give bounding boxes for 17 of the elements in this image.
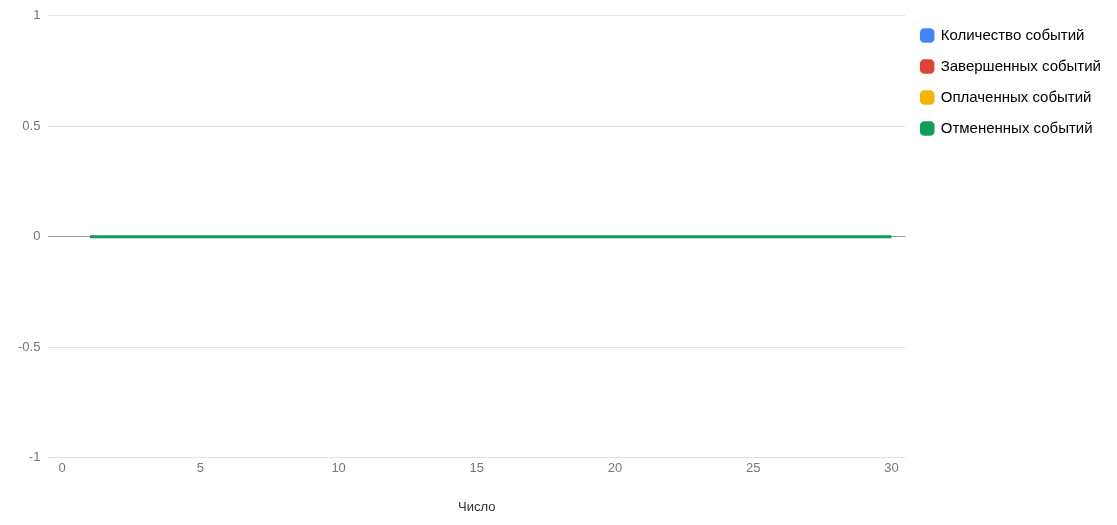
y-tick-label: 1 [33,7,41,23]
x-tick-label: 20 [607,460,623,476]
legend-label: Оплаченных событий [940,87,1092,105]
legend-label: Количество событий [940,25,1085,43]
y-tick-label: -0.5 [17,338,41,354]
y-tick-label: 0 [33,228,41,244]
x-tick-label: 30 [884,460,899,476]
legend-label: Отмененных событий [940,118,1093,136]
x-tick-label: 15 [469,460,485,476]
x-tick-label: 0 [58,460,66,476]
x-tick-label: 5 [196,460,205,476]
x-tick-label: 25 [745,460,761,476]
y-tick-label: 0.5 [22,117,41,133]
y-tick-label: -1 [28,449,41,465]
x-axis-title: Число [458,498,496,514]
x-tick-label: 10 [331,460,346,476]
legend-label: Завершенных событий [940,56,1102,74]
